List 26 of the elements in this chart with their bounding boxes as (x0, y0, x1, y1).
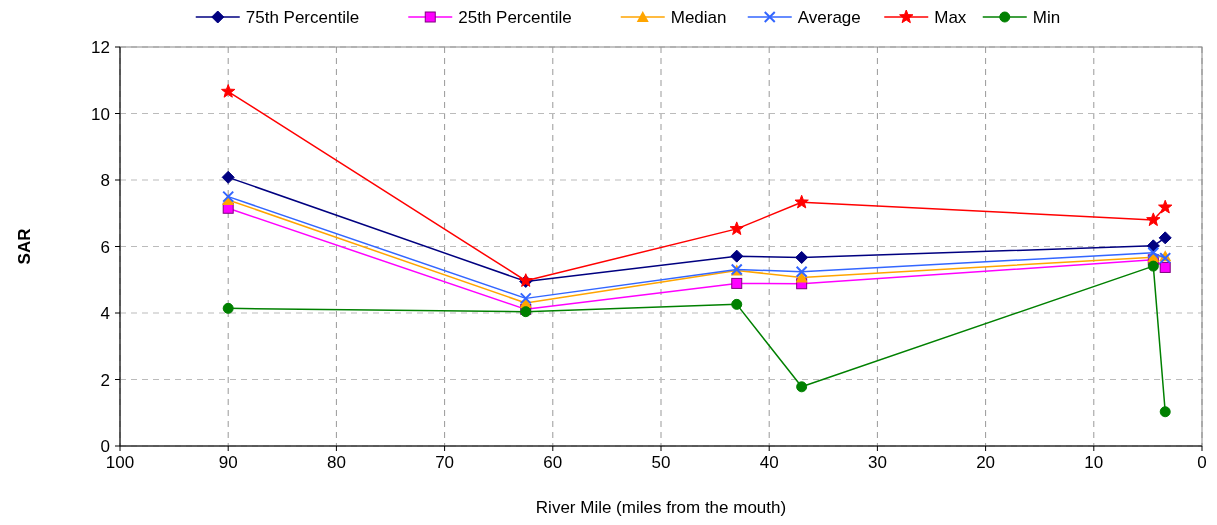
legend-label: 25th Percentile (458, 8, 572, 27)
x-tick-label: 50 (651, 453, 671, 472)
x-tick-label: 90 (218, 453, 238, 472)
x-tick-label: 20 (976, 453, 996, 472)
y-tick-label: 12 (91, 38, 110, 57)
legend-label: Median (670, 8, 727, 27)
legend-label: Min (1032, 8, 1061, 27)
y-tick-label: 6 (100, 237, 110, 257)
x-tick-label: 40 (759, 453, 779, 472)
x-tick-label: 60 (543, 453, 563, 472)
legend-label: Max (934, 8, 967, 27)
x-tick-label: 70 (435, 453, 455, 472)
x-tick-label: 80 (326, 453, 346, 472)
y-tick-label: 8 (100, 171, 110, 190)
x-tick-label: 10 (1084, 453, 1104, 472)
x-tick-label: 30 (867, 453, 887, 472)
y-axis-title: SAR (15, 228, 34, 265)
x-tick-label: 100 (105, 453, 135, 472)
y-tick-label: 0 (100, 437, 110, 456)
y-tick-label: 2 (100, 370, 110, 390)
legend-label: 75th Percentile (245, 8, 360, 27)
y-tick-label: 10 (91, 104, 110, 124)
x-axis-title: River Mile (miles from the mouth) (535, 498, 787, 517)
legend-label: Average (797, 8, 861, 27)
x-tick-label: 0 (1197, 453, 1207, 472)
y-tick-label: 4 (100, 304, 110, 323)
